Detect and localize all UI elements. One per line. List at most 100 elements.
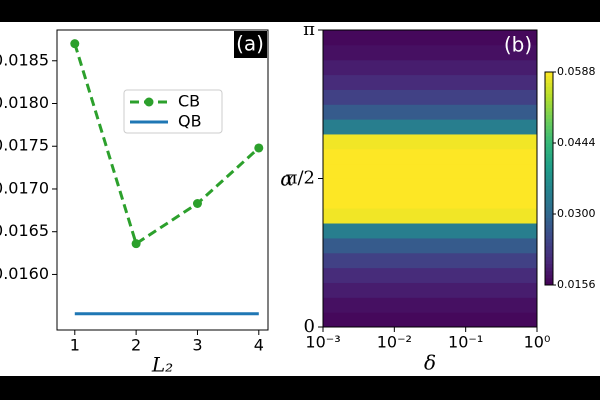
bottom-bar [0,376,600,400]
colorbar-step [545,128,553,133]
colorbar-step [545,160,553,165]
heat-cell [323,44,537,61]
colorbar-step [545,210,553,215]
colorbar-step [545,228,553,233]
colorbar-step [545,164,553,169]
legend-label: CB [178,92,200,111]
colorbar-step [545,185,553,190]
colorbar-step [545,274,553,279]
marker [192,199,202,209]
x-tick-label: 4 [254,336,264,355]
heat-cell [323,89,537,105]
colorbar-step [545,203,553,208]
colorbar-step [545,82,553,87]
heat-cell [323,223,537,239]
colorbar-step [545,174,553,179]
colorbar-step [545,86,553,91]
heat-cell [323,74,537,90]
heat-cell [323,297,537,313]
colorbar-step [545,146,553,151]
colorbar-step [545,114,553,119]
x-tick-label: 10⁻³ [305,333,340,352]
colorbar-step [545,171,553,176]
colorbar-step [545,118,553,123]
marker [131,239,141,249]
colorbar-step [545,263,553,268]
colorbar-step [545,242,553,247]
colorbar-step [545,143,553,148]
heat-cell [323,59,537,76]
colorbar-step [545,150,553,155]
colorbar-step [545,75,553,80]
top-bar [0,0,600,22]
colorbar-step [545,100,553,105]
y-tick-label: π/2 [286,168,315,189]
colorbar-step [545,93,553,98]
heat-cell [323,163,537,179]
x-tick-label: 10⁻¹ [448,333,483,352]
colorbar-step [545,199,553,204]
colorbar-tick-label: 0.0156 [557,278,596,291]
colorbar-step [545,238,553,243]
y-tick-label: 0.0170 [0,178,49,197]
colorbar-step [545,245,553,250]
colorbar-step [545,132,553,137]
y-tick-label: 0.0175 [0,136,49,155]
colorbar-step [545,206,553,211]
heat-cell [323,148,537,165]
colorbar-step [545,79,553,84]
series-line [73,43,260,247]
x-tick-label: 10⁰ [524,333,551,352]
colorbar-step [545,196,553,201]
colorbar-step [545,253,553,258]
colorbar-step [545,217,553,222]
heat-cell [323,208,537,224]
y-tick-label: 0.0180 [0,93,49,112]
colorbar-step [545,192,553,197]
heat-cell [323,193,537,209]
heat-cell [323,178,537,194]
colorbar-step [545,89,553,94]
x-tick-label: 2 [131,336,141,355]
heat-cell [323,30,537,46]
colorbar-step [545,260,553,265]
y-axis-label: α [280,167,294,191]
x-tick-label: 1 [70,336,80,355]
legend-box [123,89,223,134]
colorbar-step [545,224,553,229]
colorbar-step [545,235,553,240]
axes-frame [56,29,269,331]
colorbar-step [545,135,553,140]
heat-cell [323,267,537,283]
heat-cell [323,252,537,269]
heat-cell [323,133,537,150]
colorbar-step [545,189,553,194]
y-tick-label: 0 [304,316,315,337]
colorbar-step [545,221,553,226]
x-axis-label: L₂ [151,353,173,377]
colorbar-frame [544,71,554,286]
x-tick-label: 10⁻² [377,333,412,352]
colorbar-tick-label: 0.0300 [557,207,596,220]
colorbar-step [545,157,553,162]
colorbar-step [545,125,553,130]
colorbar-step [545,214,553,219]
legend-marker [144,97,154,107]
marker [70,39,80,49]
heat-cell [323,282,537,298]
colorbar-step [545,178,553,183]
y-tick-label: π [303,19,315,40]
heat-cell [323,119,537,135]
colorbar-step [545,107,553,112]
colorbar-step [545,96,553,101]
colorbar-step [545,153,553,158]
colorbar-step [545,103,553,108]
colorbar-step [545,249,553,254]
colorbar-tick-label: 0.0588 [557,65,596,78]
colorbar-step [545,139,553,144]
x-tick-label: 3 [192,336,202,355]
annotation: (a) [236,32,264,56]
colorbar-step [545,111,553,116]
colorbar-tick-label: 0.0444 [557,136,596,149]
